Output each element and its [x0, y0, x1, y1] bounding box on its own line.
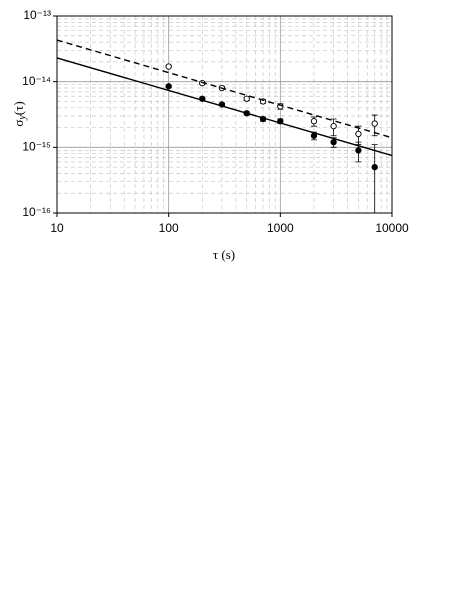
fit-line — [56, 57, 393, 157]
x-tick-label: 1000 — [267, 221, 294, 235]
y-axis-label: σy(τ) — [11, 101, 28, 126]
data-point — [330, 123, 337, 130]
data-point — [371, 120, 378, 127]
data-point — [243, 95, 250, 102]
x-tick-label: 100 — [159, 221, 179, 235]
y-tick-label: 10⁻¹⁵ — [22, 140, 51, 154]
fit-line — [56, 39, 393, 139]
y-label-sub: y — [17, 115, 28, 121]
data-point — [355, 130, 362, 138]
data-point — [371, 163, 378, 171]
data-point — [355, 147, 362, 154]
plot-frame — [56, 15, 393, 214]
error-bar — [371, 144, 378, 214]
data-point — [165, 83, 172, 90]
x-tick-label: 10000 — [375, 221, 409, 235]
x-axis-label: τ (s) — [213, 247, 235, 262]
y-label-tail: (τ) — [11, 101, 26, 115]
y-tick-label: 10⁻¹⁶ — [22, 205, 51, 219]
x-tick-label: 10 — [50, 221, 64, 235]
y-tick-label: 10⁻¹³ — [23, 8, 51, 22]
y-label-base: σ — [11, 120, 26, 127]
data-point — [310, 118, 318, 125]
data-point — [165, 63, 172, 70]
data-point — [330, 138, 337, 146]
y-tick-label: 10⁻¹⁴ — [22, 74, 51, 88]
